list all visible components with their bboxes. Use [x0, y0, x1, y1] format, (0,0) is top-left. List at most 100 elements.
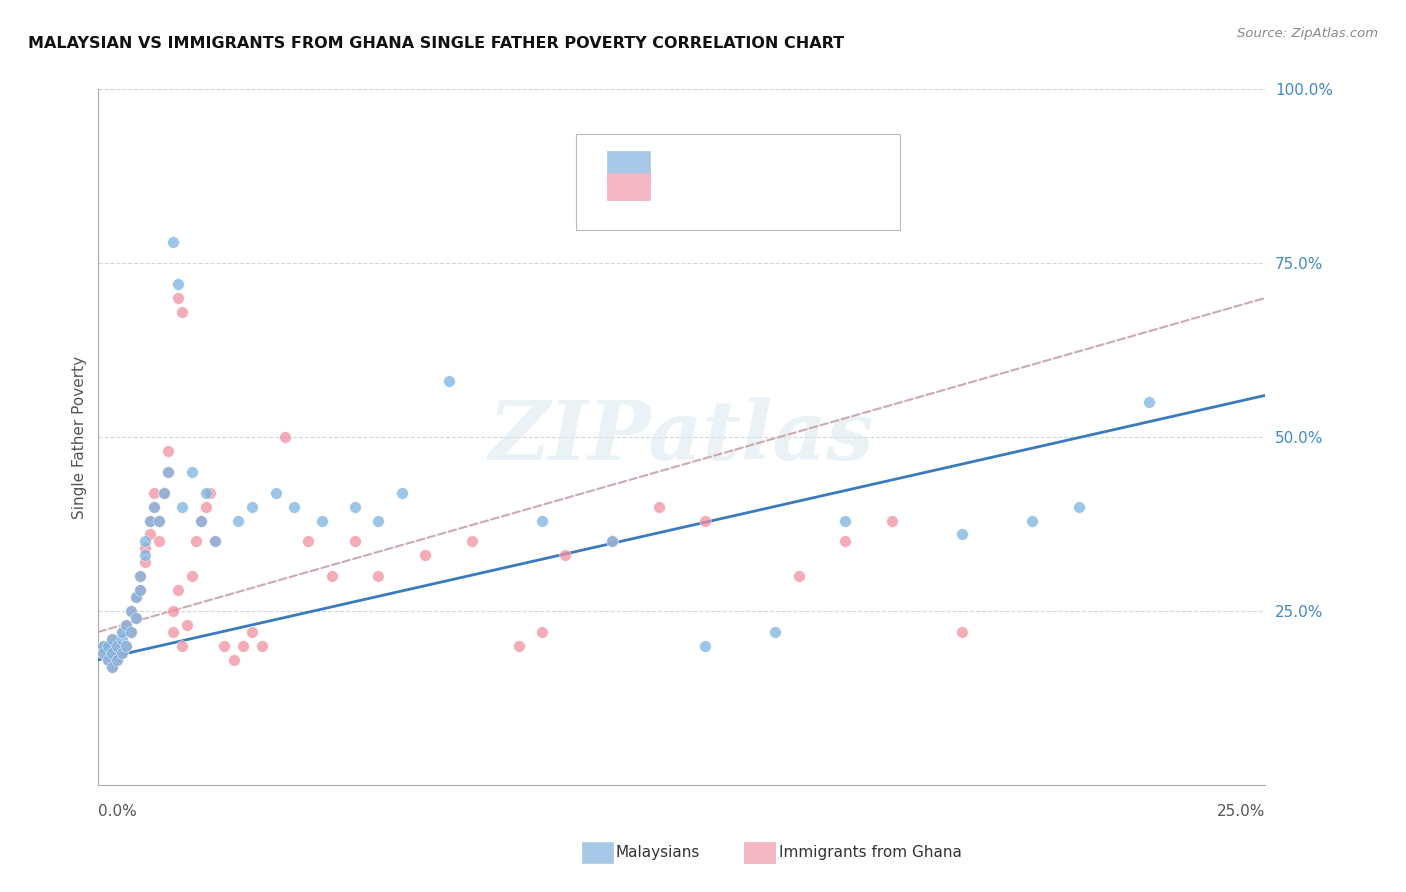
Point [176, 618, 198, 632]
Point [437, 375, 460, 389]
Point [214, 639, 236, 653]
Point [787, 569, 810, 583]
Point [91, 639, 114, 653]
Point [250, 639, 273, 653]
Point [367, 569, 389, 583]
Point [204, 534, 226, 549]
Point [172, 305, 194, 319]
Point [880, 514, 903, 528]
Point [101, 632, 124, 646]
Point [264, 485, 287, 500]
Point [120, 624, 142, 639]
Point [129, 583, 152, 598]
Point [166, 291, 188, 305]
Point [115, 618, 138, 632]
Point [950, 624, 973, 639]
Point [134, 534, 156, 549]
Point [101, 632, 124, 646]
Text: R = 0.227: R = 0.227 [662, 178, 754, 195]
Point [647, 500, 669, 514]
Point [157, 444, 180, 458]
Point [134, 541, 156, 556]
Point [148, 514, 170, 528]
Point [97, 639, 120, 653]
Point [190, 514, 212, 528]
Point [600, 534, 623, 549]
Point [344, 500, 367, 514]
Point [242, 624, 264, 639]
Text: 25.0%: 25.0% [1218, 805, 1265, 819]
Point [274, 430, 297, 444]
Point [111, 624, 134, 639]
Point [1137, 395, 1160, 409]
Text: Malaysians: Malaysians [616, 846, 700, 860]
Point [172, 500, 194, 514]
Text: Source: ZipAtlas.com: Source: ZipAtlas.com [1237, 27, 1378, 40]
Point [232, 639, 254, 653]
Point [508, 639, 530, 653]
Text: ZIPatlas: ZIPatlas [489, 397, 875, 477]
Point [834, 514, 856, 528]
Point [530, 624, 553, 639]
Point [101, 646, 124, 660]
Point [111, 646, 134, 660]
Point [311, 514, 333, 528]
Point [101, 646, 124, 660]
Point [125, 590, 148, 604]
Point [148, 514, 170, 528]
Point [180, 465, 202, 479]
Point [97, 653, 120, 667]
Point [105, 639, 128, 653]
Point [530, 514, 553, 528]
Point [166, 583, 188, 598]
Point [143, 500, 166, 514]
Point [91, 639, 114, 653]
Point [166, 277, 188, 291]
Point [186, 534, 208, 549]
Text: N = 52: N = 52 [768, 153, 830, 171]
Point [190, 514, 212, 528]
Point [1067, 500, 1090, 514]
Point [157, 465, 180, 479]
Point [695, 514, 717, 528]
Point [125, 611, 148, 625]
Point [111, 646, 134, 660]
Point [172, 639, 194, 653]
Point [461, 534, 484, 549]
Point [120, 624, 142, 639]
Point [1021, 514, 1043, 528]
Point [344, 534, 367, 549]
Text: 0.0%: 0.0% [98, 805, 138, 819]
Point [297, 534, 319, 549]
Point [600, 534, 623, 549]
Point [242, 500, 264, 514]
Point [91, 646, 114, 660]
Point [763, 624, 786, 639]
Y-axis label: Single Father Poverty: Single Father Poverty [72, 356, 87, 518]
Point [115, 639, 138, 653]
Text: N = 65: N = 65 [768, 178, 830, 195]
Point [152, 485, 174, 500]
Point [228, 514, 250, 528]
Point [101, 659, 124, 673]
Point [125, 590, 148, 604]
Point [91, 646, 114, 660]
Point [152, 485, 174, 500]
Point [97, 639, 120, 653]
Point [367, 514, 389, 528]
Point [148, 534, 170, 549]
Point [115, 618, 138, 632]
Point [111, 632, 134, 646]
Point [134, 549, 156, 563]
Point [283, 500, 305, 514]
Point [125, 611, 148, 625]
Point [139, 527, 162, 541]
Text: MALAYSIAN VS IMMIGRANTS FROM GHANA SINGLE FATHER POVERTY CORRELATION CHART: MALAYSIAN VS IMMIGRANTS FROM GHANA SINGL… [28, 36, 844, 51]
Point [120, 604, 142, 618]
Text: R = 0.320: R = 0.320 [662, 153, 754, 171]
Point [129, 583, 152, 598]
Point [204, 534, 226, 549]
Point [162, 604, 184, 618]
Point [101, 659, 124, 673]
Point [695, 639, 717, 653]
